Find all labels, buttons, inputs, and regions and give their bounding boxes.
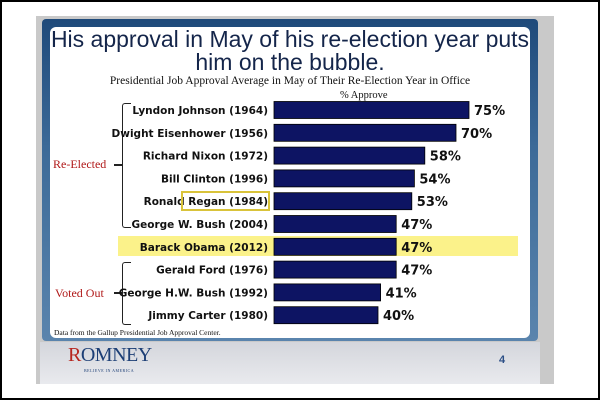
voted-out-bracket <box>122 262 131 325</box>
slide-footer <box>40 342 540 384</box>
bar <box>273 169 415 188</box>
data-label: 47% <box>401 218 432 233</box>
category-label: Richard Nixon (1972) <box>143 151 268 163</box>
category-label: George W. Bush (2004) <box>132 219 268 231</box>
data-label: 75% <box>474 104 505 119</box>
voted-out-bracket-tick <box>114 292 122 294</box>
category-label: Bill Clinton (1996) <box>161 173 268 185</box>
logo-initial: R <box>68 344 81 366</box>
re-elected-bracket <box>122 103 131 228</box>
bar <box>273 215 397 233</box>
data-label: 40% <box>383 309 414 324</box>
data-label: 70% <box>461 127 492 142</box>
group-label-voted-out: Voted Out <box>55 286 104 300</box>
category-label: Gerald Ford (1976) <box>156 265 268 277</box>
logo-tagline: BELIEVE IN AMERICA <box>84 368 135 373</box>
group-label-re-elected: Re-Elected <box>53 157 107 171</box>
category-label: Jimmy Carter (1980) <box>147 310 268 322</box>
logo-text: OMNEY <box>80 344 152 366</box>
data-label: 47% <box>401 264 432 279</box>
bar <box>273 306 379 325</box>
page-number: 4 <box>499 354 506 366</box>
chart-subtitle: Presidential Job Approval Average in May… <box>109 75 471 87</box>
bar <box>273 283 381 302</box>
regan-label-box <box>181 191 270 211</box>
bar <box>273 237 397 256</box>
bar <box>273 260 397 279</box>
romney-logo: ROMNEY BELIEVE IN AMERICA <box>68 345 152 377</box>
data-label: 54% <box>419 172 450 187</box>
category-label: Barack Obama (2012) <box>140 242 268 254</box>
category-label: Ronald Regan (1984) <box>144 196 268 208</box>
re-elected-bracket-tick <box>114 164 122 166</box>
data-label: 58% <box>430 150 461 165</box>
bar <box>273 101 470 119</box>
data-label: 53% <box>417 195 448 210</box>
category-label: Dwight Eisenhower (1956) <box>112 128 268 140</box>
bar <box>273 192 413 211</box>
category-label: George H.W. Bush (1992) <box>119 287 268 299</box>
data-label: 47% <box>401 241 432 256</box>
category-label: Lyndon Johnson (1964) <box>132 105 268 117</box>
bar <box>273 146 426 165</box>
source-note: Data from the Gallup Presidential Job Ap… <box>54 328 221 337</box>
data-label: 41% <box>386 286 417 301</box>
x-axis-label: % Approve <box>340 90 388 101</box>
chart-title: His approval in May of his re-election y… <box>50 26 530 75</box>
bar <box>273 123 457 142</box>
